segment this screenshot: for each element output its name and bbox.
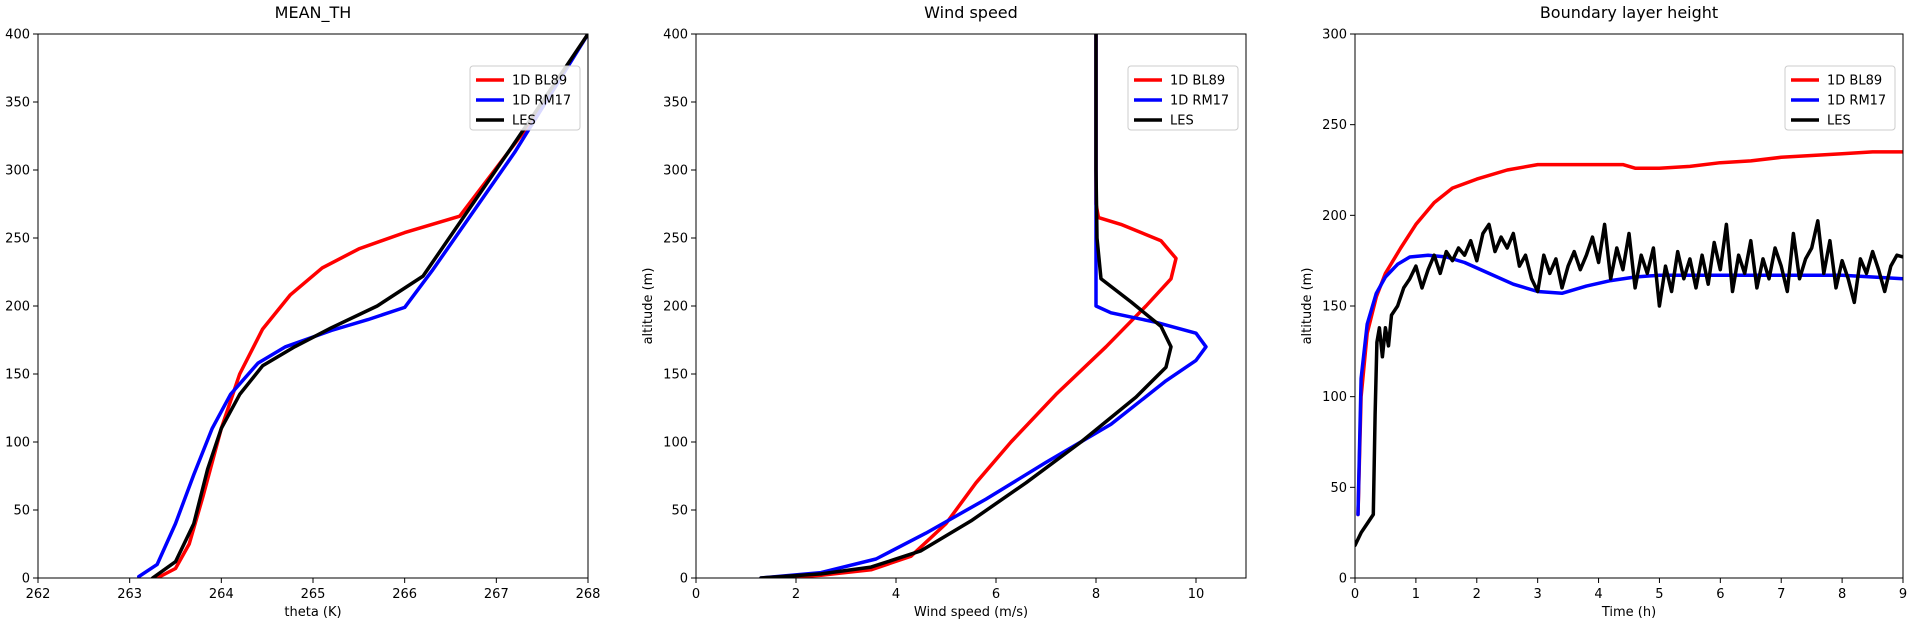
x-tick-label: 10	[1188, 587, 1205, 602]
y-tick-label: 50	[1330, 481, 1347, 496]
y-tick-label: 250	[1322, 118, 1347, 133]
legend-label-1d-rm17: 1D RM17	[1827, 94, 1886, 109]
y-tick-label: 400	[5, 28, 30, 43]
y-tick-label: 300	[663, 164, 688, 179]
x-tick-label: 266	[392, 587, 417, 602]
chart-panel-boundary-layer-height: Boundary layer height Time (h) altitude …	[1300, 3, 1907, 620]
x-tick-label: 263	[117, 587, 142, 602]
y-tick-label: 50	[671, 504, 688, 519]
x-axis-title: theta (K)	[284, 605, 341, 620]
legend-box	[469, 65, 581, 131]
x-tick-label: 267	[484, 587, 509, 602]
x-tick-label: 1	[1412, 587, 1420, 602]
series-line-les	[150, 34, 588, 578]
y-tick-label: 200	[663, 300, 688, 315]
x-tick-label: 4	[1594, 587, 1602, 602]
y-tick-label: 100	[5, 436, 30, 451]
x-axis-title: Wind speed (m/s)	[914, 605, 1028, 620]
x-tick-label: 262	[26, 587, 51, 602]
chart-title: Boundary layer height	[1540, 3, 1718, 22]
plot-area: 262 263 264 265 266 267 268 0 50 100 150 200 250 300 3…	[5, 28, 600, 603]
y-tick-label: 0	[22, 572, 30, 587]
series-group	[1355, 150, 1903, 548]
x-tick-label: 5	[1655, 587, 1663, 602]
legend-label-1d-bl89: 1D BL89	[512, 74, 567, 89]
legend: 1D BL89 1D RM17 LES	[1784, 65, 1896, 131]
x-tick-label: 8	[1092, 587, 1100, 602]
x-tick-label: 7	[1777, 587, 1785, 602]
y-tick-label: 300	[5, 164, 30, 179]
x-tick-label: 264	[209, 587, 234, 602]
x-tick-label: 2	[792, 587, 800, 602]
y-tick-label: 200	[5, 300, 30, 315]
y-tick-label: 0	[1339, 572, 1347, 587]
chart-title: MEAN_TH	[275, 3, 352, 23]
y-axis-title: altitude (m)	[1300, 268, 1315, 345]
chart-panel-wind-speed: Wind speed Wind speed (m/s) altitude (m)…	[641, 3, 1247, 620]
legend-label-les: LES	[1170, 114, 1194, 129]
legend-label-les: LES	[1827, 114, 1851, 129]
y-tick-label: 300	[1322, 28, 1347, 43]
y-tick-label: 50	[13, 504, 30, 519]
chart-title: Wind speed	[924, 3, 1018, 22]
series-line-1d-rm17	[759, 34, 1208, 578]
x-tick-label: 6	[992, 587, 1000, 602]
legend: 1D BL89 1D RM17 LES	[1127, 65, 1239, 131]
legend-label-1d-bl89: 1D BL89	[1827, 74, 1882, 89]
series-line-1d-rm17	[137, 34, 588, 578]
plot-area: 0 1 2 3 4 5 6 7 8 9 0 50 100 150 200 250 300 1D BL89 1D RM…	[1322, 28, 1907, 603]
y-tick-label: 150	[663, 368, 688, 383]
series-line-les	[759, 34, 1173, 578]
x-tick-label: 0	[1351, 587, 1359, 602]
x-tick-label: 6	[1716, 587, 1724, 602]
y-tick-label: 400	[663, 28, 688, 43]
y-tick-label: 100	[1322, 390, 1347, 405]
y-tick-label: 250	[663, 232, 688, 247]
series-line-1d-rm17	[1356, 253, 1903, 517]
legend-label-1d-bl89: 1D BL89	[1170, 74, 1225, 89]
x-tick-label: 3	[1534, 587, 1542, 602]
series-line-1d-bl89	[155, 34, 588, 578]
x-axis-title: Time (h)	[1601, 605, 1656, 620]
y-tick-label: 200	[1322, 209, 1347, 224]
x-tick-label: 265	[301, 587, 326, 602]
legend-label-1d-rm17: 1D RM17	[1170, 94, 1229, 109]
y-tick-label: 150	[5, 368, 30, 383]
series-group	[759, 34, 1208, 578]
legend-box	[1127, 65, 1239, 131]
x-tick-label: 0	[692, 587, 700, 602]
y-tick-label: 150	[1322, 300, 1347, 315]
x-tick-label: 2	[1473, 587, 1481, 602]
y-tick-label: 0	[680, 572, 688, 587]
legend-box	[1784, 65, 1896, 131]
x-tick-label: 9	[1899, 587, 1907, 602]
y-tick-label: 350	[5, 96, 30, 111]
legend-label-les: LES	[512, 114, 536, 129]
series-line-1d-bl89	[769, 34, 1178, 578]
y-tick-label: 100	[663, 436, 688, 451]
series-line-1d-bl89	[1356, 150, 1903, 517]
legend: 1D BL89 1D RM17 LES	[469, 65, 581, 131]
y-tick-label: 250	[5, 232, 30, 247]
y-axis-title: altitude (m)	[641, 268, 656, 345]
series-line-les	[1355, 219, 1903, 548]
series-group	[137, 34, 588, 578]
x-tick-label: 4	[892, 587, 900, 602]
y-tick-label: 350	[663, 96, 688, 111]
x-tick-label: 268	[576, 587, 601, 602]
x-tick-label: 8	[1838, 587, 1846, 602]
legend-label-1d-rm17: 1D RM17	[512, 94, 571, 109]
chart-panel-theta: MEAN_TH theta (K) 262 263 264 265 266 267 268 0…	[5, 3, 600, 620]
